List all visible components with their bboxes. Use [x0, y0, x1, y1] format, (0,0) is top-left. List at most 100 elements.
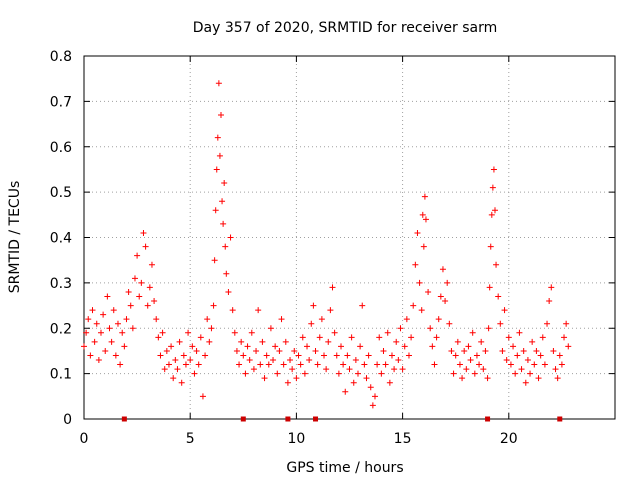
data-point [168, 343, 175, 350]
data-point [529, 338, 536, 345]
data-point [490, 166, 497, 173]
data-point [217, 111, 224, 118]
x-axis-label: GPS time / hours [286, 460, 403, 476]
data-point [505, 334, 512, 341]
data-point [446, 320, 453, 327]
data-point [497, 320, 504, 327]
data-point [182, 361, 189, 368]
data-point [359, 302, 366, 309]
data-point [170, 375, 177, 382]
data-point [323, 366, 330, 373]
data-point [282, 338, 289, 345]
data-point [548, 284, 555, 291]
data-point [537, 352, 544, 359]
data-point [518, 366, 525, 373]
data-point [444, 279, 451, 286]
data-point [418, 307, 425, 314]
data-point [287, 357, 294, 364]
data-point [180, 352, 187, 359]
data-point [561, 334, 568, 341]
data-point [419, 211, 426, 218]
data-point [97, 329, 104, 336]
data-point [131, 275, 138, 282]
data-point [210, 302, 217, 309]
data-point [146, 284, 153, 291]
data-point [100, 311, 107, 318]
data-point [236, 361, 243, 368]
data-point [125, 288, 132, 295]
data-point [295, 352, 302, 359]
data-point [155, 334, 162, 341]
data-point [510, 343, 517, 350]
data-point [134, 252, 141, 259]
data-point [357, 343, 364, 350]
data-point [189, 343, 196, 350]
data-point [535, 375, 542, 382]
data-point [284, 379, 291, 386]
data-point [274, 370, 281, 377]
data-point [467, 357, 474, 364]
data-point [514, 352, 521, 359]
data-point [489, 184, 496, 191]
data-point [119, 329, 126, 336]
data-point [391, 366, 398, 373]
data-point [493, 261, 500, 268]
data-point [486, 284, 493, 291]
data-point [204, 316, 211, 323]
data-point [325, 338, 332, 345]
data-point [520, 347, 527, 354]
data-point [257, 361, 264, 368]
data-point [85, 316, 92, 323]
data-point [405, 352, 412, 359]
data-points [81, 80, 572, 409]
data-point [478, 338, 485, 345]
data-point [178, 379, 185, 386]
data-point [318, 316, 325, 323]
data-point [108, 338, 115, 345]
data-point [187, 357, 194, 364]
data-point [524, 357, 531, 364]
x-tick-label: 10 [287, 431, 305, 447]
data-point [463, 366, 470, 373]
axis-ticks [83, 55, 615, 420]
chart-title: Day 357 of 2020, SRMTID for receiver sar… [193, 20, 497, 36]
data-point [388, 352, 395, 359]
data-point [544, 320, 551, 327]
data-point [425, 288, 432, 295]
data-point [312, 347, 319, 354]
data-point [299, 334, 306, 341]
baseline-marker [485, 416, 491, 422]
data-point [421, 193, 428, 200]
data-point [291, 347, 298, 354]
x-tick-labels: 0 5 10 15 20 [80, 431, 518, 447]
data-point [329, 284, 336, 291]
data-point [159, 329, 166, 336]
data-point [482, 347, 489, 354]
data-point [386, 379, 393, 386]
data-point [259, 338, 266, 345]
data-point [172, 357, 179, 364]
data-point [350, 379, 357, 386]
data-point [344, 352, 351, 359]
data-point [136, 293, 143, 300]
data-point [246, 357, 253, 364]
baseline-marker [313, 416, 319, 422]
data-point [437, 293, 444, 300]
data-point [304, 343, 311, 350]
data-point [476, 361, 483, 368]
data-point [278, 316, 285, 323]
data-point [220, 220, 227, 227]
data-point [199, 393, 206, 400]
data-point [495, 293, 502, 300]
y-tick-label: 0.5 [50, 185, 72, 201]
data-point [110, 307, 117, 314]
data-point [176, 338, 183, 345]
data-point [488, 211, 495, 218]
data-point [352, 357, 359, 364]
data-point [314, 361, 321, 368]
data-point [480, 366, 487, 373]
data-point [485, 325, 492, 332]
data-point [297, 361, 304, 368]
data-point [382, 361, 389, 368]
data-point [310, 302, 317, 309]
